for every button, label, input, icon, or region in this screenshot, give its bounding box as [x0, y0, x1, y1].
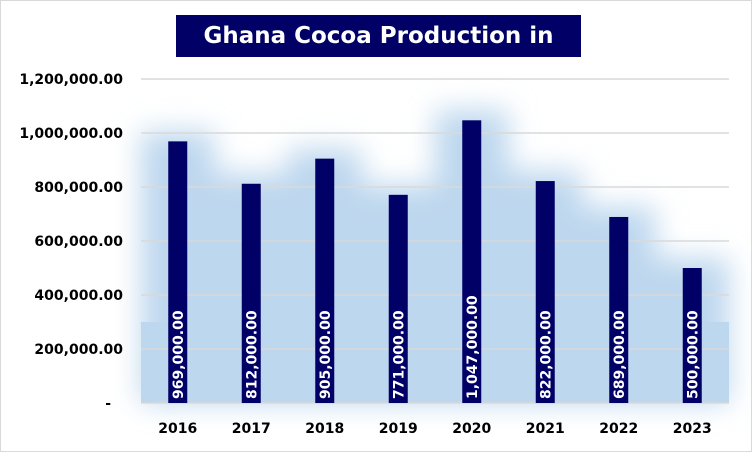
x-tick-label: 2020 [452, 421, 491, 437]
y-tick-label: 1,000,000.00 [19, 126, 123, 142]
x-tick-label: 2021 [526, 421, 565, 437]
bar-2023 [682, 268, 702, 403]
x-tick-label: 2017 [232, 421, 271, 437]
bar-2018 [315, 158, 335, 403]
x-tick-label: 2022 [599, 421, 638, 437]
data-label: 812,000.00 [244, 310, 260, 399]
bar-2016 [168, 141, 188, 403]
y-tick-label: - [105, 396, 111, 412]
data-label: 1,047,000.00 [465, 295, 481, 399]
bar-2017 [241, 183, 261, 403]
bar-2020 [462, 120, 482, 403]
x-tick-label: 2018 [305, 421, 344, 437]
background-fill [141, 322, 729, 403]
data-label: 969,000.00 [171, 310, 187, 399]
data-label: 500,000.00 [685, 310, 701, 399]
data-label: 689,000.00 [612, 310, 628, 399]
bar-2022 [609, 216, 629, 403]
x-tick-label: 2023 [673, 421, 712, 437]
y-tick-label: 800,000.00 [34, 180, 123, 196]
bar-2019 [388, 194, 408, 403]
y-tick-label: 1,200,000.00 [19, 72, 123, 88]
data-label: 771,000.00 [391, 310, 407, 399]
x-tick-label: 2019 [379, 421, 418, 437]
y-tick-label: 600,000.00 [34, 234, 123, 250]
data-label: 822,000.00 [538, 310, 554, 399]
data-label: 905,000.00 [318, 310, 334, 399]
y-tick-label: 400,000.00 [34, 288, 123, 304]
chart-title: Ghana Cocoa Production in Tons [176, 15, 581, 91]
x-tick-label: 2016 [158, 421, 197, 437]
y-tick-label: 200,000.00 [34, 342, 123, 358]
bar-2021 [535, 181, 555, 403]
